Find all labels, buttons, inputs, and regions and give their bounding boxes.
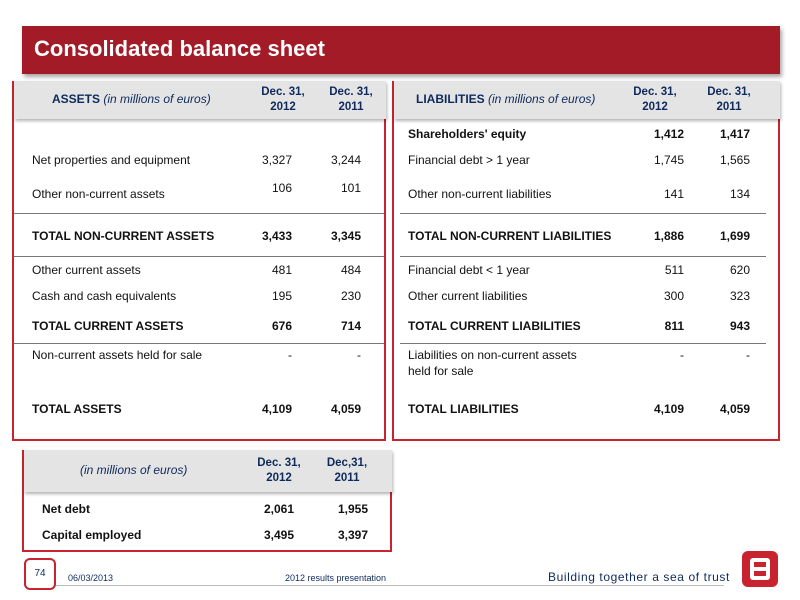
footer-divider (24, 585, 724, 586)
row-label: Net debt (42, 502, 90, 516)
value-2012: 300 (663, 289, 684, 303)
logo-b-icon (750, 558, 770, 580)
footer-date: 06/03/2013 (68, 573, 114, 583)
value-2012: 1,745 (653, 153, 684, 167)
summary-col-2011: Dec,31, 2011 (326, 457, 368, 484)
value-2012: 1,886 (653, 229, 684, 243)
page-title: Consolidated balance sheet (34, 36, 325, 61)
value-2011: 1,565 (719, 153, 750, 167)
company-logo (742, 551, 778, 587)
liabilities-col-2012: Dec. 31, 2012 (633, 86, 677, 113)
row-label: Non-current assets held for sale (32, 348, 203, 362)
row-label: TOTAL CURRENT LIABILITIES (408, 319, 581, 333)
value-2011: 3,397 (337, 528, 368, 542)
summary-header-label: (in millions of euros) (80, 463, 188, 477)
value-2011: 4,059 (719, 402, 750, 416)
value-2012: 676 (271, 319, 292, 333)
row-label: TOTAL LIABILITIES (408, 402, 519, 416)
value-2011: 484 (340, 263, 361, 277)
row-label: Other non-current liabilities (408, 187, 552, 201)
value-2011: 1,417 (719, 127, 750, 141)
divider (14, 256, 384, 257)
summary-panel: (in millions of euros) Dec. 31, 2012 Dec… (22, 450, 392, 552)
value-2012: 811 (664, 319, 684, 333)
divider (400, 343, 766, 344)
value-2012: 1,412 (653, 127, 684, 141)
row-label: TOTAL CURRENT ASSETS (32, 319, 184, 333)
value-2012: 3,327 (261, 153, 292, 167)
assets-header: ASSETS (in millions of euros) Dec. 31, 2… (14, 81, 386, 119)
row-label-continuation: held for sale (408, 364, 474, 378)
value-2011: 943 (729, 319, 750, 333)
divider (400, 213, 766, 214)
value-2012: 3,495 (263, 528, 294, 542)
footer-presentation: 2012 results presentation (285, 573, 387, 583)
row-label: Other current assets (32, 263, 141, 277)
value-2012: 106 (271, 181, 292, 195)
row-label: TOTAL ASSETS (32, 402, 122, 416)
row-label: Other non-current assets (32, 187, 165, 201)
row-label: Capital employed (42, 528, 142, 542)
value-2012: 4,109 (653, 402, 684, 416)
value-2012: 3,433 (261, 229, 292, 243)
value-2011: 714 (340, 319, 361, 333)
row-label: Cash and cash equivalents (32, 289, 177, 303)
row-label: Financial debt > 1 year (408, 153, 530, 167)
liabilities-header-label: LIABILITIES (in millions of euros) (416, 92, 596, 106)
divider (14, 213, 384, 214)
value-2011: 620 (729, 263, 750, 277)
value-2011: - (357, 348, 361, 362)
summary-header: (in millions of euros) Dec. 31, 2012 Dec… (24, 450, 392, 492)
value-2012: 141 (663, 187, 684, 201)
assets-col-2011: Dec. 31, 2011 (329, 86, 373, 113)
tagline: Building together a sea of trust (548, 570, 730, 584)
value-2012: - (680, 348, 684, 362)
value-2011: 4,059 (330, 402, 361, 416)
value-2011: 230 (340, 289, 361, 303)
value-2011: 3,244 (330, 153, 361, 167)
value-2011: 134 (729, 187, 750, 201)
value-2012: - (288, 348, 292, 362)
row-label: TOTAL NON-CURRENT LIABILITIES (408, 229, 612, 243)
liabilities-header: LIABILITIES (in millions of euros) Dec. … (394, 81, 780, 119)
value-2011: 1,955 (337, 502, 368, 516)
value-2011: 101 (340, 181, 361, 195)
page-number: 74 (24, 558, 56, 590)
liabilities-panel: LIABILITIES (in millions of euros) Dec. … (392, 81, 780, 441)
value-2012: 2,061 (263, 502, 294, 516)
value-2011: 1,699 (719, 229, 750, 243)
divider (400, 256, 766, 257)
value-2011: 3,345 (330, 229, 361, 243)
row-label: Other current liabilities (408, 289, 528, 303)
row-label: Liabilities on non-current assets (408, 348, 577, 362)
summary-col-2012: Dec. 31, 2012 (257, 457, 301, 484)
assets-col-2012: Dec. 31, 2012 (261, 86, 305, 113)
assets-panel: ASSETS (in millions of euros) Dec. 31, 2… (12, 81, 386, 441)
row-label: TOTAL NON-CURRENT ASSETS (32, 229, 215, 243)
divider (14, 343, 384, 344)
value-2012: 511 (664, 263, 684, 277)
value-2012: 195 (271, 289, 292, 303)
value-2012: 481 (271, 263, 292, 277)
value-2011: 323 (729, 289, 750, 303)
liabilities-col-2011: Dec. 31, 2011 (707, 86, 751, 113)
row-label: Shareholders' equity (408, 127, 527, 141)
value-2012: 4,109 (261, 402, 292, 416)
row-label: Financial debt < 1 year (408, 263, 530, 277)
value-2011: - (746, 348, 750, 362)
assets-header-label: ASSETS (in millions of euros) (52, 92, 211, 106)
title-bar: Consolidated balance sheet (22, 26, 780, 74)
row-label: Net properties and equipment (32, 153, 191, 167)
